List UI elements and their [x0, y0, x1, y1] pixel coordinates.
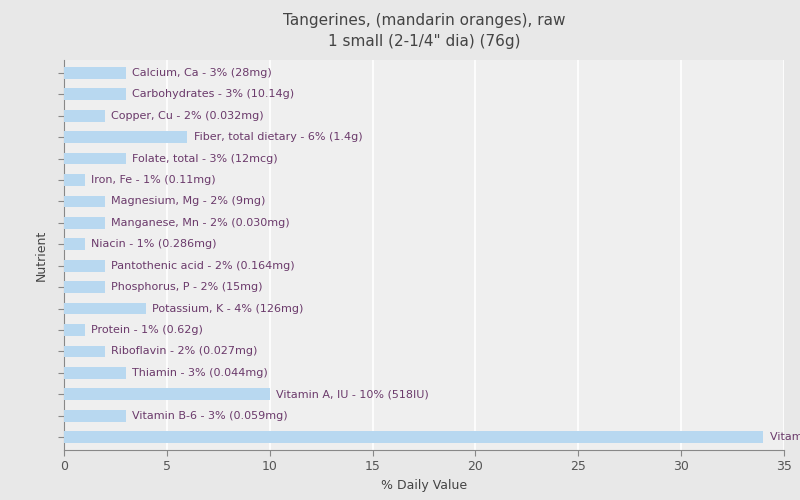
- Bar: [64, 410, 126, 422]
- Bar: [64, 196, 105, 207]
- Bar: [64, 238, 85, 250]
- Bar: [64, 110, 105, 122]
- Text: Carbohydrates - 3% (10.14g): Carbohydrates - 3% (10.14g): [132, 90, 294, 100]
- Text: Iron, Fe - 1% (0.11mg): Iron, Fe - 1% (0.11mg): [90, 175, 215, 185]
- Text: Fiber, total dietary - 6% (1.4g): Fiber, total dietary - 6% (1.4g): [194, 132, 362, 142]
- Text: Manganese, Mn - 2% (0.030mg): Manganese, Mn - 2% (0.030mg): [111, 218, 290, 228]
- Bar: [64, 431, 763, 443]
- Bar: [64, 132, 187, 143]
- Text: Folate, total - 3% (12mcg): Folate, total - 3% (12mcg): [132, 154, 278, 164]
- Text: Calcium, Ca - 3% (28mg): Calcium, Ca - 3% (28mg): [132, 68, 272, 78]
- Text: Copper, Cu - 2% (0.032mg): Copper, Cu - 2% (0.032mg): [111, 110, 264, 120]
- Bar: [64, 217, 105, 229]
- Bar: [64, 388, 270, 400]
- Text: Magnesium, Mg - 2% (9mg): Magnesium, Mg - 2% (9mg): [111, 196, 266, 206]
- X-axis label: % Daily Value: % Daily Value: [381, 479, 467, 492]
- Text: Vitamin A, IU - 10% (518IU): Vitamin A, IU - 10% (518IU): [276, 390, 429, 400]
- Text: Thiamin - 3% (0.044mg): Thiamin - 3% (0.044mg): [132, 368, 268, 378]
- Text: Protein - 1% (0.62g): Protein - 1% (0.62g): [90, 325, 202, 335]
- Bar: [64, 302, 146, 314]
- Bar: [64, 346, 105, 358]
- Text: Niacin - 1% (0.286mg): Niacin - 1% (0.286mg): [90, 240, 216, 250]
- Bar: [64, 282, 105, 293]
- Text: Pantothenic acid - 2% (0.164mg): Pantothenic acid - 2% (0.164mg): [111, 260, 295, 270]
- Bar: [64, 260, 105, 272]
- Title: Tangerines, (mandarin oranges), raw
1 small (2-1/4" dia) (76g): Tangerines, (mandarin oranges), raw 1 sm…: [282, 13, 566, 49]
- Bar: [64, 152, 126, 164]
- Text: Vitamin B-6 - 3% (0.059mg): Vitamin B-6 - 3% (0.059mg): [132, 410, 287, 420]
- Bar: [64, 324, 85, 336]
- Bar: [64, 174, 85, 186]
- Text: Riboflavin - 2% (0.027mg): Riboflavin - 2% (0.027mg): [111, 346, 258, 356]
- Bar: [64, 67, 126, 78]
- Text: Phosphorus, P - 2% (15mg): Phosphorus, P - 2% (15mg): [111, 282, 263, 292]
- Text: Vitamin C, total ascorbic acid - 34% (20.3mg): Vitamin C, total ascorbic acid - 34% (20…: [770, 432, 800, 442]
- Text: Potassium, K - 4% (126mg): Potassium, K - 4% (126mg): [153, 304, 304, 314]
- Bar: [64, 88, 126, 100]
- Y-axis label: Nutrient: Nutrient: [35, 230, 48, 280]
- Bar: [64, 367, 126, 379]
